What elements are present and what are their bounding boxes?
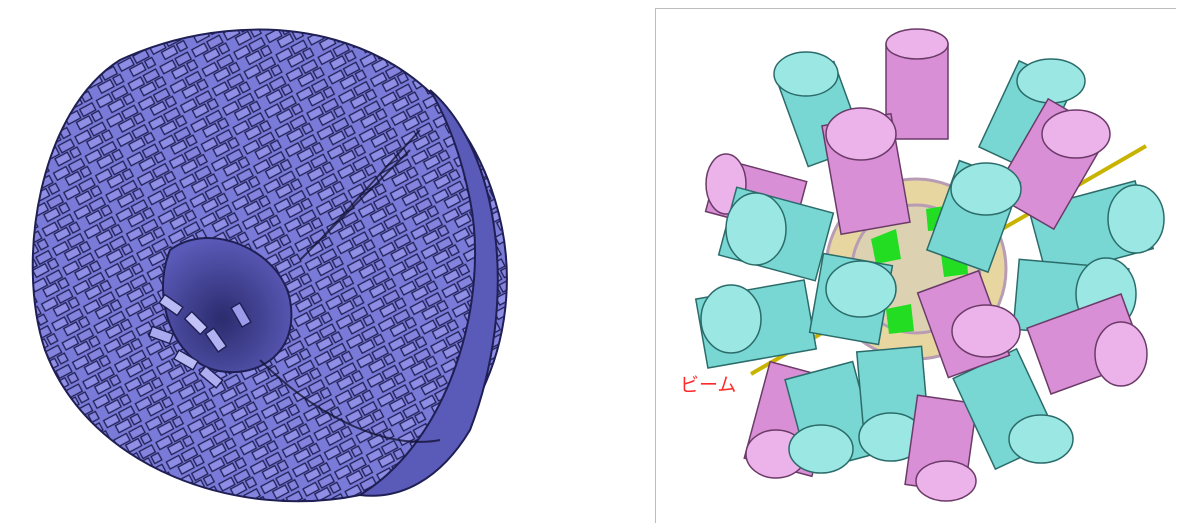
cylinder (904, 394, 978, 502)
crystal-array-render (31, 28, 508, 503)
cylinder (694, 279, 818, 369)
cylinder (808, 252, 897, 346)
detector-cluster-render (694, 28, 1165, 502)
cylinder (1026, 293, 1148, 395)
left-figure (0, 0, 520, 527)
cylinder (916, 269, 1021, 379)
cylinder (992, 97, 1111, 231)
array-rim (357, 89, 499, 497)
cylinder (925, 159, 1022, 274)
cylinder (855, 345, 932, 462)
cylinder (977, 58, 1086, 174)
cylinder (952, 347, 1074, 471)
array-inner-bore (161, 237, 293, 374)
cylinder (821, 107, 911, 236)
array-highlight-crystals (148, 293, 252, 389)
beam-label: ビーム (680, 374, 737, 396)
cylinder (717, 186, 835, 282)
cylinder (885, 28, 949, 140)
cylinder-group (694, 28, 1165, 502)
right-figure (655, 8, 1176, 523)
array-seams (259, 129, 441, 443)
